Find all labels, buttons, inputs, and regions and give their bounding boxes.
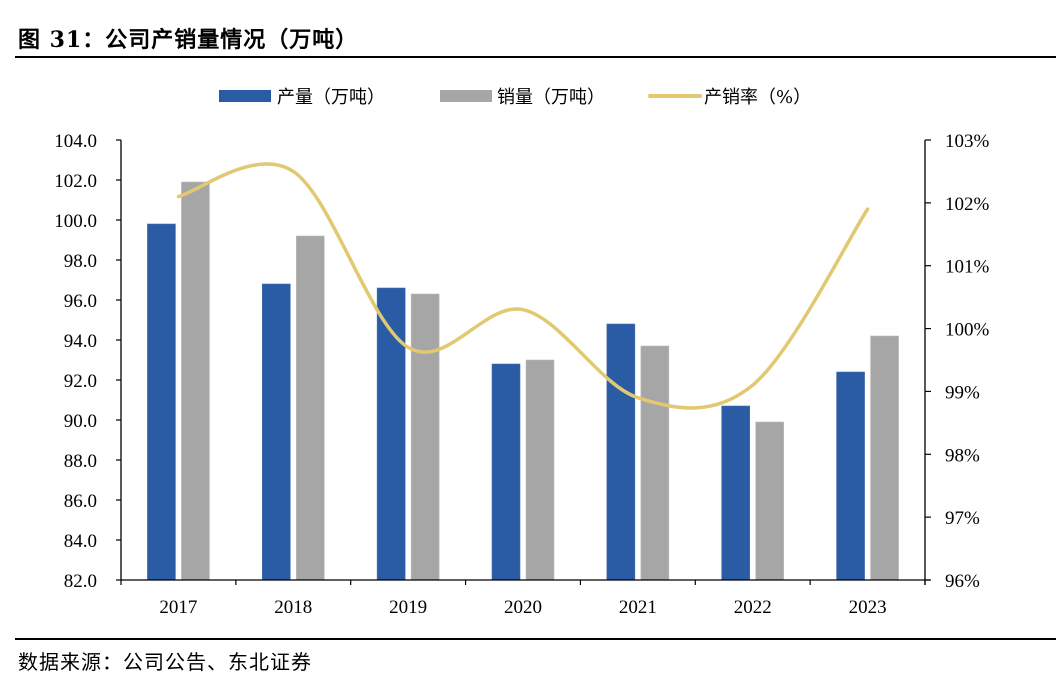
x-tick-label: 2017	[159, 597, 197, 618]
ratio-line	[176, 162, 870, 410]
x-tick-label: 2020	[504, 597, 542, 618]
left-tick-label: 96.0	[64, 291, 97, 312]
bar-sales-2021	[640, 345, 670, 581]
right-tick-label: 100%	[945, 320, 990, 341]
bar-production-2022	[721, 405, 751, 581]
bar-production-2021	[606, 323, 636, 581]
bar-sales-2019	[410, 293, 440, 581]
legend-label-sales: 销量（万吨）	[497, 87, 605, 108]
title-divider	[15, 56, 1056, 58]
bar-production-2018	[261, 283, 291, 581]
x-tick-label: 2018	[274, 597, 312, 618]
right-tick-label: 96%	[945, 571, 980, 592]
source-divider	[15, 638, 1056, 640]
left-tick-label: 94.0	[64, 331, 97, 352]
legend-label-ratio: 产销率（%）	[704, 87, 811, 108]
bar-sales-2022	[755, 421, 785, 581]
right-tick-label: 98%	[945, 445, 980, 466]
left-tick-label: 92.0	[64, 371, 97, 392]
source-note: 数据来源：公司公告、东北证券	[18, 650, 312, 674]
ratio-line-group	[176, 162, 870, 410]
bar-production-2019	[376, 287, 406, 581]
left-tick-label: 104.0	[54, 131, 97, 152]
legend-label-production: 产量（万吨）	[277, 87, 385, 108]
right-tick-label: 99%	[945, 382, 980, 403]
left-tick-label: 90.0	[64, 411, 97, 432]
x-tick-label: 2022	[734, 597, 772, 618]
left-tick-label: 86.0	[64, 491, 97, 512]
left-tick-label: 100.0	[54, 211, 97, 232]
bar-production-2017	[147, 223, 176, 581]
right-tick-label: 101%	[945, 257, 990, 278]
left-tick-label: 82.0	[64, 571, 97, 592]
left-tick-label: 102.0	[54, 171, 97, 192]
bar-production-2023	[836, 371, 865, 581]
x-tick-label: 2021	[619, 597, 657, 618]
right-tick-label: 102%	[945, 194, 990, 215]
legend: 产量（万吨） 销量（万吨） 产销率（%）	[219, 87, 811, 108]
left-tick-label: 84.0	[64, 531, 97, 552]
left-tick-label: 98.0	[64, 251, 97, 272]
bars-group	[147, 181, 899, 581]
bar-sales-2020	[525, 359, 555, 581]
bar-sales-2017	[181, 181, 210, 581]
right-tick-label: 103%	[945, 131, 990, 152]
axes-group: 82.0 84.0 86.0 88.0 90.0 92.0 94.0 96.0 98.0 100.…	[54, 131, 989, 618]
bar-sales-2018	[295, 235, 325, 581]
x-tick-label: 2019	[389, 597, 427, 618]
bar-production-2020	[491, 363, 521, 581]
chart-title: 图 31：公司产销量情况（万吨）	[18, 27, 359, 53]
legend-swatch-sales	[440, 90, 492, 102]
bar-sales-2023	[870, 335, 899, 581]
legend-swatch-production	[219, 90, 271, 102]
x-tick-label: 2023	[849, 597, 887, 618]
left-tick-label: 88.0	[64, 451, 97, 472]
right-tick-label: 97%	[945, 508, 980, 529]
